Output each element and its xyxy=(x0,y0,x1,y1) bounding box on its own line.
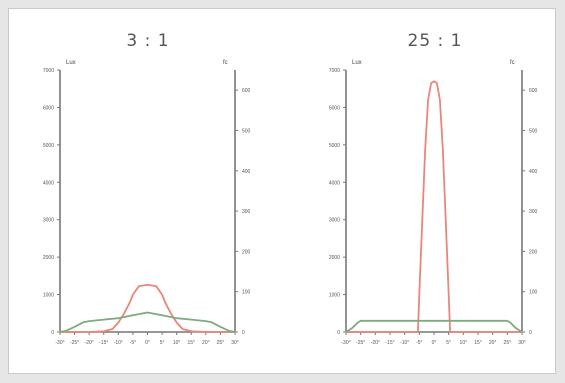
y-left-tick-label: 2000 xyxy=(329,255,340,261)
x-tick-label: 20° xyxy=(489,340,497,346)
y-left-tick-label: 7000 xyxy=(329,68,340,74)
y-right-tick-label: 100 xyxy=(529,290,538,296)
series-line-2 xyxy=(59,311,236,333)
y-right-tick-label: 400 xyxy=(529,169,538,175)
y-left-tick-label: 0 xyxy=(51,330,54,336)
x-tick-label: -25° xyxy=(356,340,365,346)
x-tick-label: -5° xyxy=(130,340,136,346)
y-right-unit: fc xyxy=(510,60,515,66)
x-tick-label: -15° xyxy=(99,340,108,346)
y-right-tick-label: 400 xyxy=(242,169,251,175)
y-left-tick-label: 2000 xyxy=(43,255,54,261)
y-left-tick-label: 0 xyxy=(337,330,340,336)
y-left-tick-label: 4000 xyxy=(43,180,54,186)
y-right-unit: fc xyxy=(223,60,228,66)
x-tick-label: 25° xyxy=(217,340,225,346)
x-tick-label: 10° xyxy=(460,340,468,346)
x-tick-label: 30° xyxy=(231,340,239,346)
x-tick-label: 15° xyxy=(187,340,195,346)
series-line-1 xyxy=(345,80,523,333)
y-left-unit: Lux xyxy=(352,60,362,66)
x-tick-label: 25° xyxy=(504,340,512,346)
y-right-tick-label: 300 xyxy=(529,209,538,215)
x-tick-label: 10° xyxy=(173,340,181,346)
y-right-tick-label: 600 xyxy=(242,88,251,94)
y-right-tick-label: 100 xyxy=(242,290,251,296)
x-tick-label: -5° xyxy=(416,340,422,346)
x-tick-label: -25° xyxy=(70,340,79,346)
y-right-tick-label: 500 xyxy=(529,128,538,134)
x-tick-label: 5° xyxy=(160,340,165,346)
y-left-tick-label: 7000 xyxy=(43,68,54,74)
series-line-2 xyxy=(345,319,523,333)
chart-title: 3 : 1 xyxy=(126,31,169,51)
x-tick-label: -30° xyxy=(55,340,64,346)
x-tick-label: -10° xyxy=(400,340,409,346)
y-right-tick-label: 200 xyxy=(529,249,538,255)
x-tick-label: 0° xyxy=(145,340,150,346)
x-tick-label: 30° xyxy=(518,340,526,346)
y-left-tick-label: 3000 xyxy=(329,218,340,224)
chart-title: 25 : 1 xyxy=(408,31,463,51)
chart-frame xyxy=(8,8,556,374)
x-tick-label: 0° xyxy=(432,340,437,346)
y-left-tick-label: 1000 xyxy=(329,293,340,299)
y-left-tick-label: 1000 xyxy=(43,293,54,299)
y-left-tick-label: 5000 xyxy=(43,143,54,149)
x-tick-label: 15° xyxy=(474,340,482,346)
y-right-tick-label: 0 xyxy=(242,330,245,336)
y-right-tick-label: 0 xyxy=(529,330,532,336)
y-left-tick-label: 5000 xyxy=(329,143,340,149)
y-left-tick-label: 6000 xyxy=(43,105,54,111)
y-right-tick-label: 300 xyxy=(242,209,251,215)
y-left-tick-label: 4000 xyxy=(329,180,340,186)
series-line-1 xyxy=(59,283,236,333)
x-tick-label: 20° xyxy=(202,340,210,346)
x-tick-label: -30° xyxy=(341,340,350,346)
y-left-tick-label: 6000 xyxy=(329,105,340,111)
y-left-unit: Lux xyxy=(66,60,76,66)
y-right-tick-label: 500 xyxy=(242,128,251,134)
x-tick-label: 5° xyxy=(446,340,451,346)
y-right-tick-label: 200 xyxy=(242,249,251,255)
y-left-tick-label: 3000 xyxy=(43,218,54,224)
y-right-tick-label: 600 xyxy=(529,88,538,94)
x-tick-label: -15° xyxy=(385,340,394,346)
x-tick-label: -20° xyxy=(85,340,94,346)
x-tick-label: -20° xyxy=(371,340,380,346)
x-tick-label: -10° xyxy=(114,340,123,346)
